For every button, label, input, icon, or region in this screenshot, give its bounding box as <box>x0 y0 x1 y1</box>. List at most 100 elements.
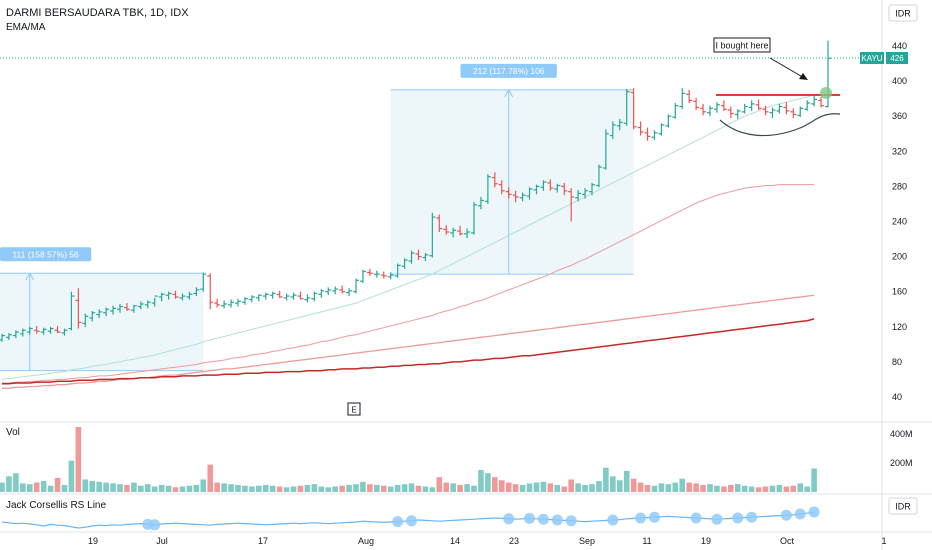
volume-bar <box>450 483 456 492</box>
volume-bar <box>748 486 755 492</box>
volume-bar <box>401 484 408 492</box>
volume-bar <box>144 484 151 492</box>
candle <box>380 271 387 279</box>
volume-bar <box>637 482 644 492</box>
cup-curve <box>719 113 841 137</box>
volume-bar <box>714 485 720 492</box>
currency-box-lower[interactable] <box>888 497 918 515</box>
rs-new-high-dot <box>524 512 536 524</box>
volume-bar <box>13 473 19 492</box>
volume-bar <box>276 486 283 492</box>
annotation-arrow-head <box>799 73 808 80</box>
buy-marker[interactable] <box>820 87 832 99</box>
candle <box>82 313 89 327</box>
volume-bar <box>755 487 762 492</box>
volume-bar <box>179 486 186 492</box>
volume-bar <box>117 484 123 492</box>
candle <box>179 293 186 301</box>
annotation-box[interactable] <box>713 37 771 53</box>
candle <box>366 268 373 276</box>
volume-bar <box>6 476 12 492</box>
candle <box>373 270 380 278</box>
candle <box>68 291 75 331</box>
rs-new-high-dot <box>406 515 418 527</box>
candle <box>255 294 262 302</box>
volume-bar <box>20 483 26 492</box>
time-tick-label: 19 <box>88 536 98 546</box>
candle <box>686 89 693 104</box>
volume-bar <box>686 482 692 492</box>
candle <box>311 291 318 302</box>
candle <box>679 88 686 110</box>
candle <box>89 311 96 322</box>
candle <box>526 187 533 200</box>
candle <box>144 300 151 309</box>
candle <box>554 183 561 193</box>
price-tick-label: 120 <box>892 322 907 332</box>
volume-bar <box>124 484 130 492</box>
candle <box>290 292 297 300</box>
candle <box>359 269 366 283</box>
candle <box>533 184 540 195</box>
candle <box>616 118 623 131</box>
currency-box[interactable] <box>888 4 918 22</box>
candle <box>741 103 748 114</box>
price-tick-label: 160 <box>892 287 907 297</box>
candle <box>672 103 679 119</box>
candle <box>12 330 19 339</box>
candle <box>609 121 616 140</box>
candle <box>477 196 484 210</box>
volume-bar <box>374 484 380 492</box>
volume-bar <box>249 486 255 492</box>
currency-label: IDR <box>895 9 911 19</box>
time-axis[interactable]: 19 Jul 17 Aug 14 23 Sep 11 19 Oct 1 <box>88 536 887 546</box>
candle <box>5 332 12 340</box>
candle <box>47 326 54 334</box>
candle <box>276 290 283 298</box>
candle <box>484 174 491 204</box>
price-tick-label: 40 <box>892 392 902 402</box>
candle <box>110 305 117 315</box>
volume-bar <box>353 484 359 492</box>
candle <box>297 291 304 300</box>
rs-new-high-dot <box>537 513 549 525</box>
volume-bar <box>346 484 352 492</box>
volume-bar <box>603 467 609 492</box>
price-tag-value: 426 <box>890 54 904 63</box>
chart-title: DARMI BERSAUDARA TBK, 1D, IDX <box>6 7 189 19</box>
volume-bar <box>269 485 276 492</box>
volume-bar <box>804 486 810 492</box>
candle <box>0 333 5 342</box>
time-tick-label: 17 <box>258 536 268 546</box>
volume-bar <box>228 484 234 492</box>
price-tick-label: 440 <box>892 41 907 51</box>
candle <box>26 326 33 335</box>
volume-bar <box>68 460 75 492</box>
volume-bar <box>665 484 672 492</box>
price-axis[interactable]: 40 80 120 160 200 240 280 320 360 400 440 <box>892 41 907 402</box>
volume-bar <box>47 485 54 492</box>
volume-bar <box>498 480 505 492</box>
candle <box>241 296 248 305</box>
price-tick-label: 280 <box>892 181 907 191</box>
candle <box>519 192 526 202</box>
candle <box>283 293 290 301</box>
time-tick-label: 1 <box>881 536 886 546</box>
rs-new-high-dot <box>794 508 806 520</box>
candle <box>332 286 339 295</box>
candle <box>790 108 797 118</box>
volume-bar <box>318 486 325 492</box>
candle <box>693 97 700 111</box>
volume-bar <box>131 482 137 492</box>
volume-bar <box>436 477 443 492</box>
candle <box>505 187 512 199</box>
volume-bar <box>540 481 547 492</box>
volume-bar <box>429 487 436 492</box>
candle <box>471 202 477 235</box>
earnings-marker[interactable] <box>347 402 361 416</box>
time-tick-label: 14 <box>450 536 460 546</box>
price-tick-label: 360 <box>892 111 907 121</box>
price-tick-label: 200 <box>892 252 907 262</box>
volume-bar <box>547 483 554 492</box>
